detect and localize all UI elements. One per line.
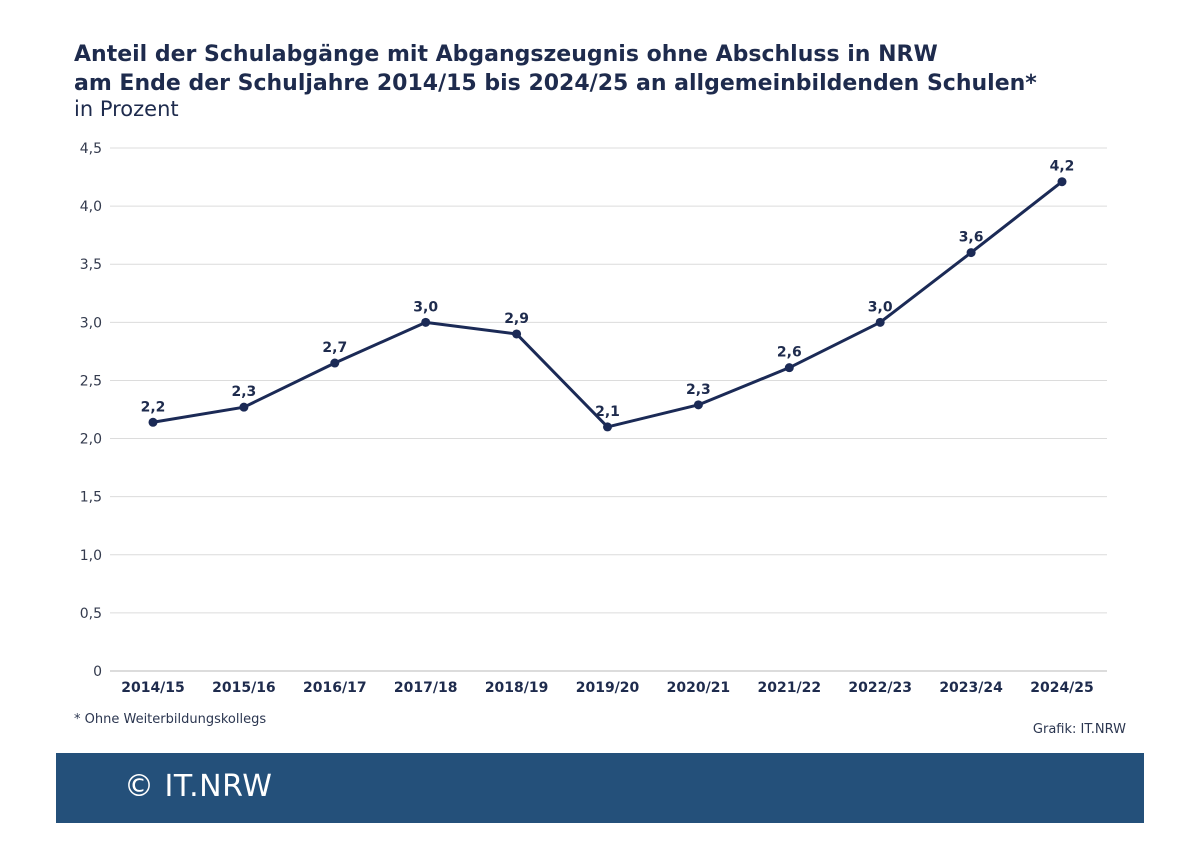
chart-title-line1: Anteil der Schulabgänge mit Abgangszeugn… [74, 42, 938, 67]
y-tick-label: 3,5 [80, 257, 102, 273]
data-point [966, 248, 976, 258]
line-chart: 0 0,5 1,0 1,5 2,0 2,5 3,0 3,5 4,0 4,5 2014/15 2015/… [80, 141, 1107, 696]
data-label: 2,2 [141, 399, 166, 415]
x-tick-label: 2021/22 [758, 680, 822, 696]
chart-subtitle: in Prozent [74, 97, 179, 121]
data-point [239, 402, 249, 412]
series-line [152, 180, 1063, 429]
x-tick-label: 2024/25 [1030, 680, 1094, 696]
data-label: 3,0 [413, 299, 438, 315]
data-label: 3,0 [868, 299, 893, 315]
data-point [693, 400, 703, 410]
y-tick-label: 2,5 [80, 373, 102, 389]
data-point [330, 358, 340, 368]
y-tick-label: 0,5 [80, 606, 102, 622]
data-label: 2,7 [322, 340, 347, 356]
source-credit: Grafik: IT.NRW [1032, 722, 1126, 737]
data-label: 2,6 [777, 345, 802, 361]
footnote: * Ohne Weiterbildungskollegs [74, 712, 267, 727]
y-tick-label: 1,5 [80, 490, 102, 506]
x-tick-label: 2022/23 [848, 680, 912, 696]
x-tick-label: 2019/20 [576, 680, 640, 696]
data-point [875, 317, 885, 327]
chart-title-line2: am Ende der Schuljahre 2014/15 bis 2024/… [74, 71, 1037, 96]
data-label: 2,3 [686, 382, 711, 398]
x-tick-label: 2020/21 [667, 680, 731, 696]
y-tick-label: 0 [93, 664, 102, 680]
copyright-banner: © IT.NRW [56, 753, 1144, 823]
data-point [784, 363, 794, 373]
data-label: 4,2 [1050, 159, 1075, 175]
data-label: 2,3 [231, 384, 256, 400]
banner-text: © IT.NRW [124, 769, 273, 804]
y-tick-label: 3,0 [80, 315, 102, 331]
data-point [421, 317, 431, 327]
y-tick-label: 2,0 [80, 432, 102, 448]
data-label: 2,9 [504, 311, 529, 327]
data-label: 3,6 [959, 230, 984, 246]
y-tick-label: 4,5 [80, 141, 102, 157]
x-tick-label: 2023/24 [939, 680, 1003, 696]
chart-title: Anteil der Schulabgänge mit Abgangszeugn… [74, 40, 1037, 98]
x-tick-label: 2018/19 [485, 680, 549, 696]
data-point [148, 417, 158, 427]
x-tick-label: 2016/17 [303, 680, 367, 696]
data-label: 2,1 [595, 404, 620, 420]
data-point [512, 329, 522, 339]
data-point [603, 422, 612, 432]
x-tick-label: 2015/16 [212, 680, 276, 696]
x-tick-label: 2014/15 [121, 680, 185, 696]
x-tick-label: 2017/18 [394, 680, 458, 696]
y-tick-label: 1,0 [80, 548, 102, 564]
y-tick-label: 4,0 [80, 199, 102, 215]
data-point [1057, 177, 1067, 187]
